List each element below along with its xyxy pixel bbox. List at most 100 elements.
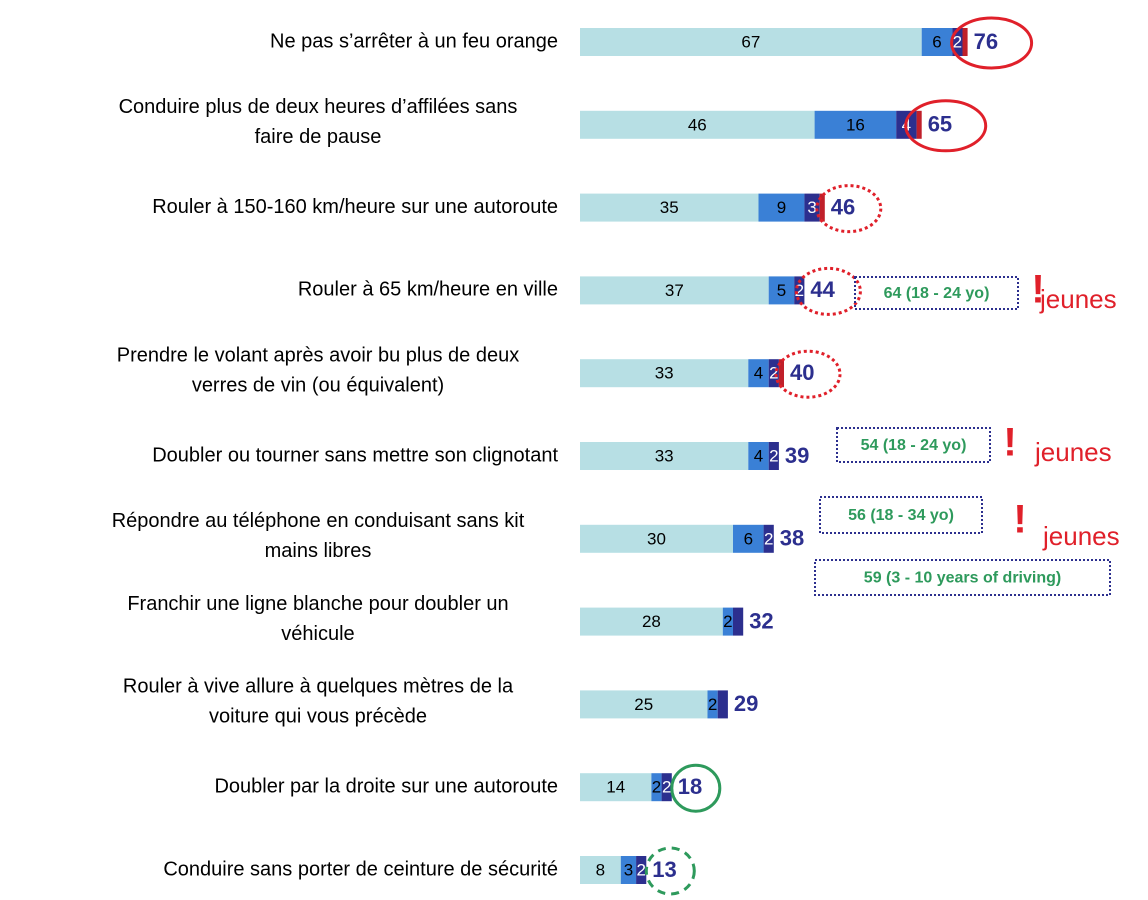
bar-segment <box>778 359 784 388</box>
callout-tag: jeunes <box>1034 437 1112 467</box>
callout-text: 64 (18 - 24 yo) <box>884 285 990 302</box>
value-label: 25 <box>634 695 653 714</box>
value-label: 2 <box>662 778 671 797</box>
value-label: 2 <box>636 860 645 879</box>
total-label: 65 <box>928 112 952 137</box>
total-label: 32 <box>749 608 773 633</box>
bar-segment <box>768 359 779 388</box>
bar-segment <box>748 359 769 388</box>
value-label: 16 <box>846 115 865 134</box>
category-label: Rouler à 150-160 km/heure sur une autoro… <box>152 196 558 218</box>
bar-segment <box>819 193 825 222</box>
bar-segment <box>962 28 968 56</box>
bar-segment <box>733 607 744 636</box>
bar-segment <box>661 773 672 802</box>
bar-segment <box>580 110 815 139</box>
category-label: Ne pas s’arrêter à un feu orange <box>270 30 558 52</box>
value-label: 33 <box>655 446 674 465</box>
category-label: Prendre le volant après avoir bu plus de… <box>117 344 519 366</box>
value-label: 2 <box>953 32 962 51</box>
category-label: Conduire plus de deux heures d’affilées … <box>119 96 518 118</box>
callout-tag: jeunes <box>1042 521 1120 551</box>
value-label: 4 <box>754 364 763 383</box>
category-label: Franchir une ligne blanche pour doubler … <box>127 593 508 615</box>
value-label: 6 <box>932 32 941 51</box>
bar-segment <box>580 524 733 553</box>
bar-segment <box>814 110 897 139</box>
bar-segment <box>763 524 774 553</box>
bar-segment <box>707 690 718 719</box>
highlight-ring <box>815 184 883 234</box>
value-label: 9 <box>777 198 786 217</box>
highlight-ring <box>644 846 696 896</box>
bar-segment <box>580 856 621 884</box>
total-label: 18 <box>678 774 702 799</box>
bar-segment <box>748 442 769 470</box>
value-label: 3 <box>624 860 633 879</box>
bar-segment <box>916 110 922 139</box>
category-label: Rouler à 65 km/heure en ville <box>298 279 558 301</box>
category-label: voiture qui vous précède <box>209 706 427 728</box>
value-label: 2 <box>764 529 773 548</box>
total-label: 76 <box>974 29 998 54</box>
bar-segment <box>580 690 708 719</box>
callout-flag: ! <box>1013 498 1026 542</box>
callout-box <box>854 276 1019 310</box>
category-label: verres de vin (ou équivalent) <box>192 374 444 396</box>
bar-segment <box>804 193 820 222</box>
category-label: Doubler par la droite sur une autoroute <box>214 775 558 797</box>
value-label: 6 <box>744 529 753 548</box>
value-label: 33 <box>655 364 674 383</box>
category-label: Répondre au téléphone en conduisant sans… <box>112 510 525 532</box>
bar-segment <box>768 276 795 305</box>
bar-segment <box>717 690 728 719</box>
value-label: 5 <box>777 281 786 300</box>
bar-segment <box>580 193 759 222</box>
callout-text: 56 (18 - 34 yo) <box>848 507 954 524</box>
callout-flag: ! <box>1003 421 1016 465</box>
highlight-ring <box>670 763 722 813</box>
value-label: 2 <box>708 695 717 714</box>
bar-segment <box>580 607 723 636</box>
highlight-ring <box>794 266 862 316</box>
value-label: 30 <box>647 529 666 548</box>
callout-text: 59 (3 - 10 years of driving) <box>864 570 1061 587</box>
highlight-ring <box>950 16 1034 70</box>
highlight-ring <box>774 349 842 399</box>
bar-segment <box>952 28 963 56</box>
bar-segment <box>921 28 953 56</box>
bar-segment <box>768 442 779 470</box>
value-label: 46 <box>688 115 707 134</box>
bar-segment <box>758 193 805 222</box>
value-label: 2 <box>769 364 778 383</box>
value-label: 37 <box>665 281 684 300</box>
value-label: 14 <box>606 778 625 797</box>
value-label: 35 <box>660 198 679 217</box>
category-label: Doubler ou tourner sans mettre son clign… <box>152 444 558 466</box>
bar-segment <box>722 607 733 636</box>
bar-segment <box>620 856 637 884</box>
callout-box <box>819 496 983 534</box>
value-label: 2 <box>652 778 661 797</box>
value-label: 2 <box>769 446 778 465</box>
bar-segment <box>580 359 749 388</box>
bar-segment <box>733 524 764 553</box>
category-label: Rouler à vive allure à quelques mètres d… <box>123 676 514 698</box>
callout-box <box>836 427 991 463</box>
value-label: 3 <box>807 198 816 217</box>
highlight-ring <box>904 99 988 153</box>
value-label: 4 <box>754 446 763 465</box>
bar-segment <box>580 276 769 305</box>
bar-segment <box>636 856 647 884</box>
value-label: 28 <box>642 612 661 631</box>
category-label: Conduire sans porter de ceinture de sécu… <box>163 858 558 880</box>
value-label: 2 <box>723 612 732 631</box>
total-label: 13 <box>652 857 676 882</box>
bar-segment <box>580 28 922 56</box>
category-label: faire de pause <box>255 126 382 148</box>
value-label: 2 <box>795 281 804 300</box>
callout-box <box>814 559 1111 596</box>
total-label: 29 <box>734 691 758 716</box>
total-label: 46 <box>831 194 855 219</box>
